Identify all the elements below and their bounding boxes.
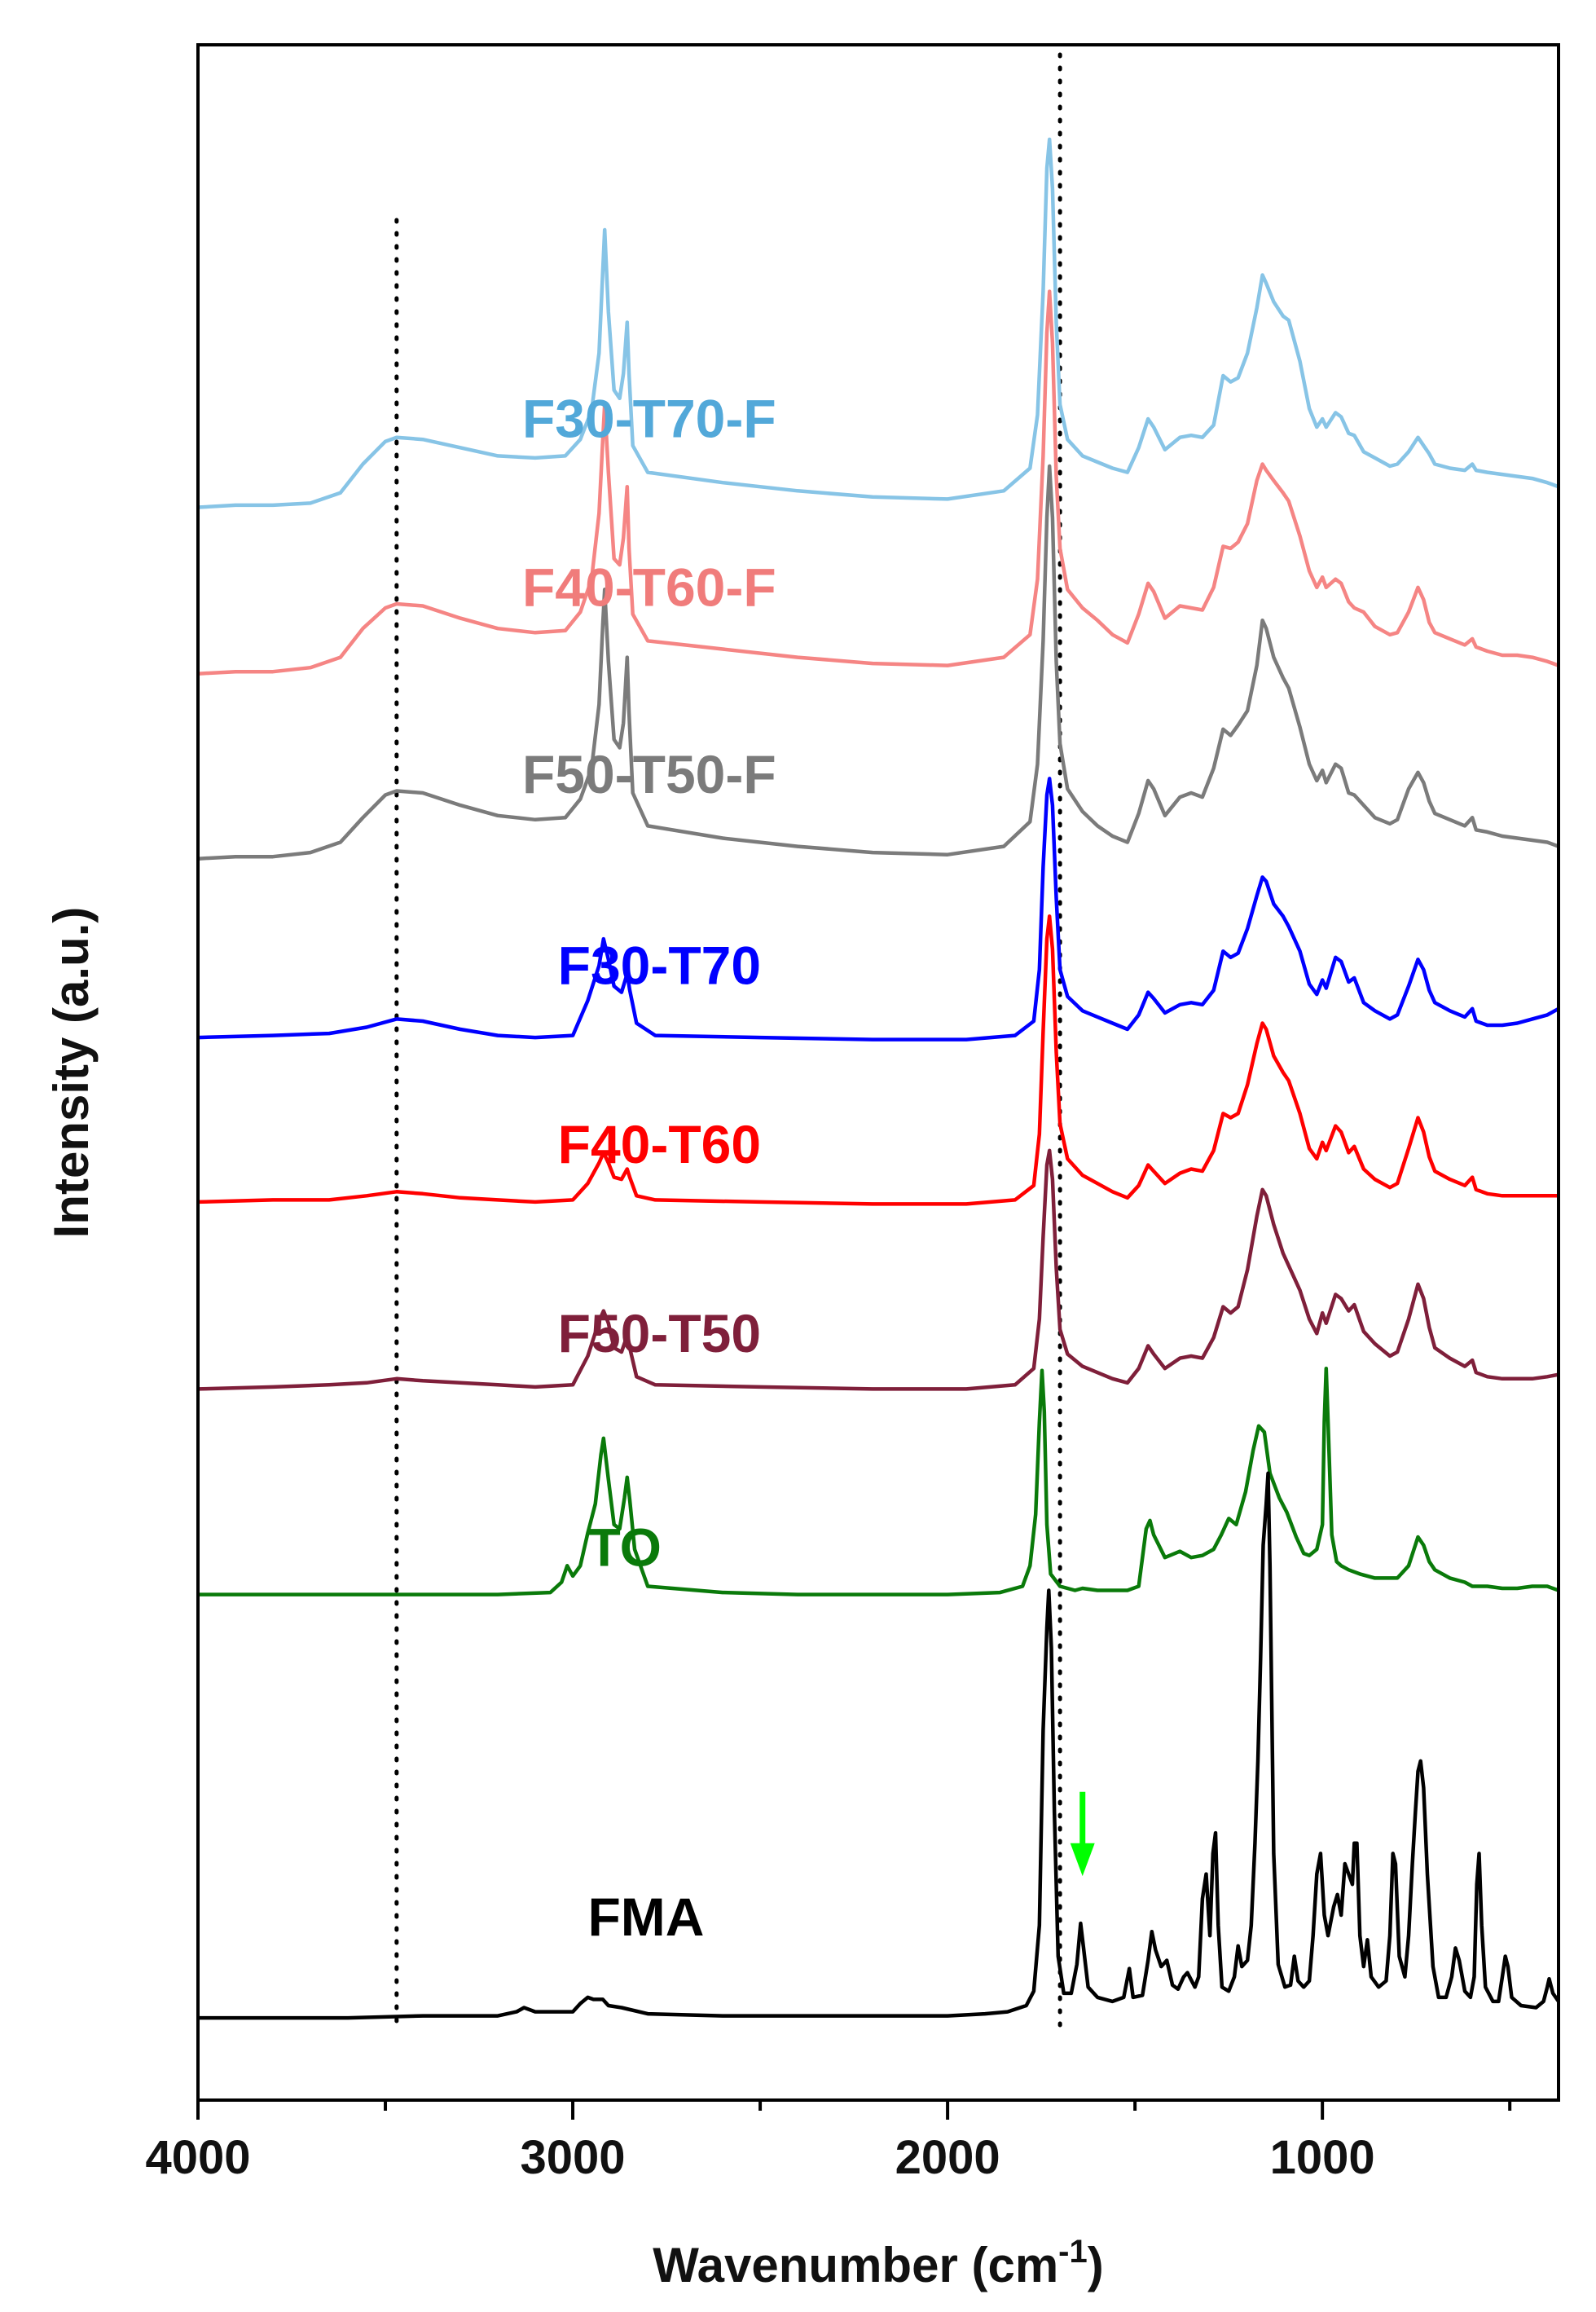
series-label-f50-t50: F50-T50	[558, 1303, 761, 1363]
series-line-f40-t60-f	[197, 289, 1559, 676]
series-label-f30-t70: F30-T70	[558, 936, 761, 996]
y-axis-title: Intensity (a.u.)	[44, 907, 99, 1239]
series-line-fma	[198, 1471, 1560, 2020]
series-layer	[197, 137, 1560, 2020]
series-label-f40-t60-f: F40-T60-F	[522, 557, 776, 618]
x-axis-title: Wavenumber (cm-1)	[653, 2234, 1103, 2292]
series-label-to: TO	[587, 1517, 661, 1577]
x-axis-ticks: 4000 3000 2000 1000	[145, 2100, 1512, 2184]
x-tick-label-4000: 4000	[145, 2131, 250, 2184]
annotation-layer	[1070, 1791, 1095, 1877]
x-tick-label-1000: 1000	[1270, 2131, 1375, 2184]
series-label-fma: FMA	[587, 1887, 704, 1947]
x-tick-label-2000: 2000	[895, 2131, 1000, 2184]
series-label-f30-t70-f: F30-T70-F	[522, 389, 776, 449]
annotation-arrow-head	[1070, 1843, 1095, 1877]
series-line-f30-t70	[197, 777, 1560, 1042]
series-line-f50-t50	[197, 1148, 1559, 1391]
series-label-f40-t60: F40-T60	[558, 1114, 761, 1174]
plot-frame	[196, 43, 1560, 2102]
x-tick-label-3000: 3000	[521, 2131, 626, 2184]
series-labels-layer: F30-T70-F F40-T60-F F50-T50-F F30-T70 F40-T6…	[522, 389, 776, 1948]
series-line-to	[198, 1366, 1559, 1596]
series-line-f50-t50-f	[197, 464, 1559, 861]
series-line-f30-t70-f	[197, 137, 1559, 509]
series-line-f40-t60	[197, 914, 1559, 1206]
series-label-f50-t50-f: F50-T50-F	[522, 744, 776, 804]
